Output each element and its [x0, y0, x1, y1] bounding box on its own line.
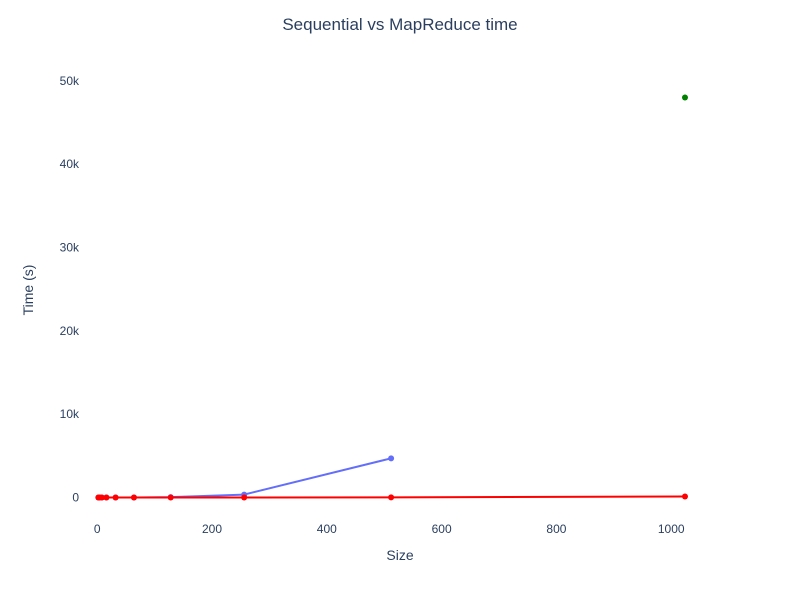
chart-title: Sequential vs MapReduce time: [282, 15, 517, 34]
series-2: [95, 493, 688, 501]
data-point: [98, 494, 105, 501]
data-point: [167, 494, 174, 501]
y-tick-label: 30k: [60, 241, 80, 255]
data-point: [112, 494, 119, 501]
data-point: [681, 493, 688, 500]
x-tick-label: 800: [546, 522, 566, 536]
series-3: [681, 94, 688, 101]
data-point: [103, 494, 110, 501]
y-tick-label: 0: [72, 491, 79, 505]
series-layer: [95, 94, 688, 501]
y-tick-label: 10k: [60, 407, 80, 421]
x-tick-label: 1000: [658, 522, 685, 536]
data-point: [388, 494, 395, 501]
x-tick-label: 200: [202, 522, 222, 536]
data-point: [681, 94, 688, 101]
y-axis-ticks: 0 10k 20k 30k 40k 50k: [60, 74, 80, 505]
y-tick-label: 20k: [60, 324, 80, 338]
y-tick-label: 50k: [60, 74, 80, 88]
data-point: [130, 494, 137, 501]
x-tick-label: 600: [432, 522, 452, 536]
data-point: [241, 494, 248, 501]
x-axis-ticks: 0 200 400 600 800 1000: [94, 522, 685, 536]
x-tick-label: 0: [94, 522, 101, 536]
x-axis-title: Size: [386, 547, 413, 563]
x-tick-label: 400: [317, 522, 337, 536]
data-point: [388, 455, 395, 462]
y-tick-label: 40k: [60, 157, 80, 171]
y-axis-title: Time (s): [20, 265, 36, 316]
